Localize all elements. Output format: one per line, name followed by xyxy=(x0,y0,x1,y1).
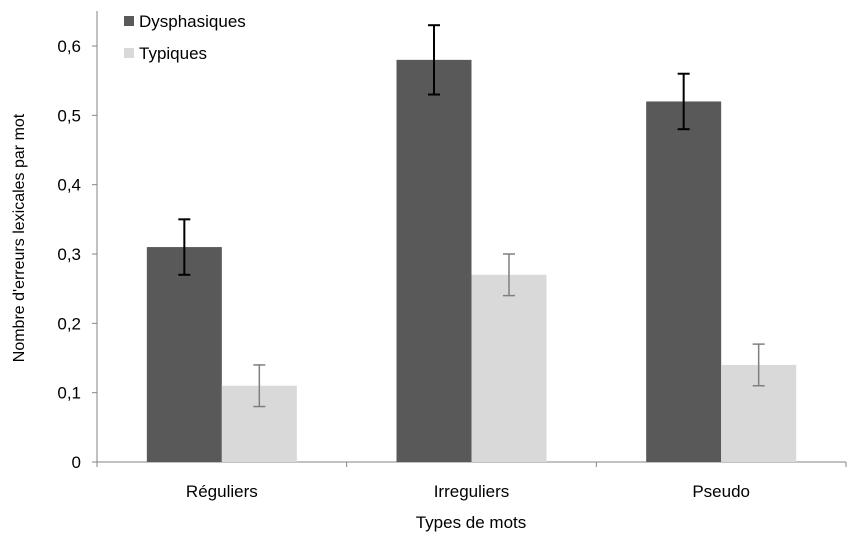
bar-dysphasiques-irreguliers xyxy=(396,59,472,462)
error-bar-dysphasiques-irreguliers xyxy=(428,24,440,96)
y-ticks: 0 0,1 0,2 0,3 0,4 0,5 0,6 xyxy=(57,37,97,472)
y-tick-label: 0,4 xyxy=(57,176,81,195)
error-bar-typiques-irreguliers xyxy=(503,253,515,297)
x-ticks: Réguliers Irreguliers Pseudo xyxy=(96,462,847,501)
error-bars xyxy=(178,24,765,408)
legend-swatch-dysphasiques xyxy=(124,16,134,26)
error-bar-dysphasiques-pseudo xyxy=(677,72,690,131)
y-tick-label: 0,6 xyxy=(57,37,81,56)
x-axis-title: Types de mots xyxy=(416,513,527,532)
error-bar-typiques-reguliers xyxy=(253,364,266,408)
y-tick-label: 0,3 xyxy=(57,245,81,264)
bar-dysphasiques-reguliers xyxy=(146,247,222,462)
y-axis-title: Nombre d'erreurs lexicales par mot xyxy=(11,113,28,362)
error-bar-dysphasiques-reguliers xyxy=(178,218,191,276)
legend-label-dysphasiques: Dysphasiques xyxy=(139,12,246,31)
bar-typiques-irreguliers xyxy=(471,274,547,462)
bar-dysphasiques-pseudo xyxy=(646,101,722,462)
x-tick-label-irreguliers: Irreguliers xyxy=(434,482,510,501)
legend-swatch-typiques xyxy=(124,48,134,58)
y-tick-label: 0,5 xyxy=(57,106,81,125)
x-tick-label-pseudo: Pseudo xyxy=(692,482,750,501)
y-tick-label: 0,2 xyxy=(57,314,81,333)
legend: Dysphasiques Typiques xyxy=(124,12,246,63)
legend-label-typiques: Typiques xyxy=(139,44,207,63)
bars xyxy=(146,59,797,462)
error-bar-typiques-pseudo xyxy=(752,343,765,387)
y-tick-label: 0 xyxy=(72,453,81,472)
y-tick-label: 0,1 xyxy=(57,384,81,403)
x-tick-label-reguliers: Réguliers xyxy=(186,482,258,501)
